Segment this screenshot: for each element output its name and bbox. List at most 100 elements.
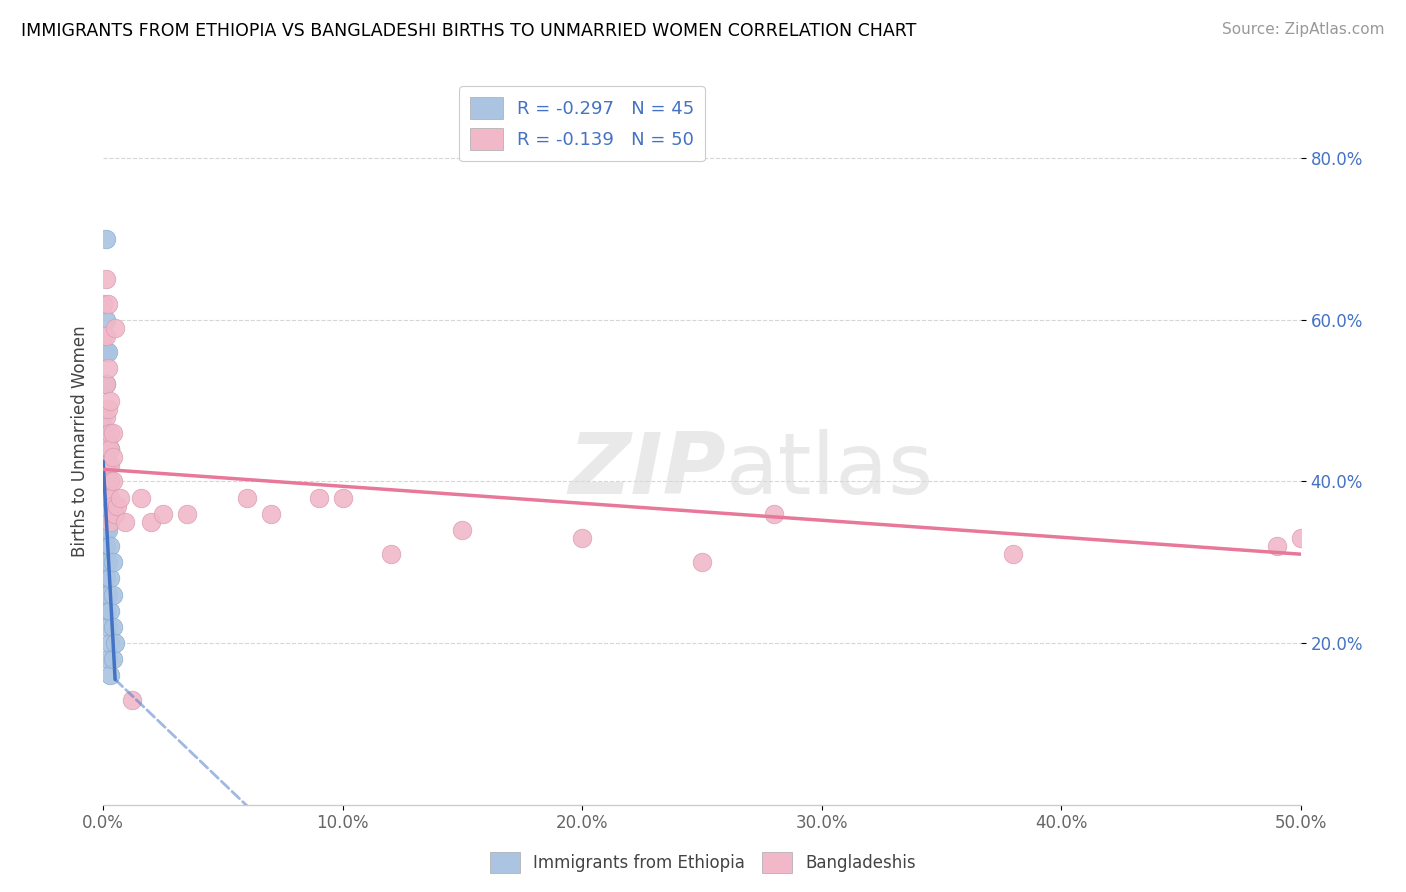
Point [101, 425, 124, 440]
Point [107, 499, 129, 513]
Point [94, 377, 117, 392]
Point [98, 393, 121, 408]
Point [762, 507, 785, 521]
Point [94, 499, 117, 513]
Point [98, 571, 121, 585]
Point [332, 491, 354, 505]
Point [101, 588, 124, 602]
Point [94, 458, 117, 473]
Point [101, 652, 124, 666]
Point [98, 668, 121, 682]
Point [101, 450, 124, 465]
Point [98, 458, 121, 473]
Point [98, 636, 121, 650]
Point [101, 475, 124, 489]
Point [97, 555, 120, 569]
Point [91, 555, 114, 569]
Point [98, 507, 121, 521]
Legend: Immigrants from Ethiopia, Bangladeshis: Immigrants from Ethiopia, Bangladeshis [484, 846, 922, 880]
Point [98, 515, 121, 529]
Legend: R = -0.297   N = 45, R = -0.139   N = 50: R = -0.297 N = 45, R = -0.139 N = 50 [460, 87, 704, 161]
Point [94, 475, 117, 489]
Point [98, 539, 121, 553]
Point [236, 491, 259, 505]
Point [94, 555, 117, 569]
Point [97, 458, 120, 473]
Point [91, 507, 114, 521]
Point [1002, 547, 1025, 561]
Point [94, 329, 117, 343]
Point [91, 296, 114, 310]
Point [104, 636, 127, 650]
Point [97, 401, 120, 416]
Point [98, 491, 121, 505]
Point [94, 232, 117, 246]
Point [91, 539, 114, 553]
Point [94, 571, 117, 585]
Point [571, 531, 593, 545]
Point [98, 604, 121, 618]
Point [94, 604, 117, 618]
Point [97, 483, 120, 497]
Point [91, 409, 114, 424]
Point [121, 692, 143, 706]
Point [101, 499, 124, 513]
Point [139, 515, 162, 529]
Point [94, 425, 117, 440]
Point [97, 434, 120, 448]
Point [97, 523, 120, 537]
Point [176, 507, 198, 521]
Point [451, 523, 474, 537]
Point [98, 442, 121, 457]
Point [97, 620, 120, 634]
Point [260, 507, 283, 521]
Point [97, 652, 120, 666]
Point [94, 377, 117, 392]
Point [104, 321, 127, 335]
Text: ZIP: ZIP [568, 429, 725, 512]
Point [94, 523, 117, 537]
Point [380, 547, 402, 561]
Point [97, 345, 120, 359]
Point [94, 539, 117, 553]
Point [104, 507, 127, 521]
Point [94, 272, 117, 286]
Point [101, 555, 124, 569]
Text: atlas: atlas [725, 429, 934, 512]
Point [91, 571, 114, 585]
Text: Source: ZipAtlas.com: Source: ZipAtlas.com [1222, 22, 1385, 37]
Point [94, 313, 117, 327]
Point [308, 491, 330, 505]
Point [97, 361, 120, 376]
Point [94, 588, 117, 602]
Y-axis label: Births to Unmarried Women: Births to Unmarried Women [72, 326, 89, 557]
Point [98, 442, 121, 457]
Point [94, 475, 117, 489]
Point [98, 475, 121, 489]
Point [97, 296, 120, 310]
Point [690, 555, 713, 569]
Point [91, 523, 114, 537]
Point [91, 491, 114, 505]
Point [97, 588, 120, 602]
Point [94, 442, 117, 457]
Point [101, 620, 124, 634]
Point [1265, 539, 1288, 553]
Point [114, 515, 136, 529]
Point [91, 458, 114, 473]
Point [94, 491, 117, 505]
Point [152, 507, 174, 521]
Point [94, 409, 117, 424]
Point [94, 434, 117, 448]
Point [98, 475, 121, 489]
Point [131, 491, 153, 505]
Point [97, 458, 120, 473]
Point [91, 329, 114, 343]
Point [94, 345, 117, 359]
Point [108, 491, 131, 505]
Point [1289, 531, 1312, 545]
Point [98, 425, 121, 440]
Point [97, 491, 120, 505]
Point [94, 507, 117, 521]
Text: IMMIGRANTS FROM ETHIOPIA VS BANGLADESHI BIRTHS TO UNMARRIED WOMEN CORRELATION CH: IMMIGRANTS FROM ETHIOPIA VS BANGLADESHI … [21, 22, 917, 40]
